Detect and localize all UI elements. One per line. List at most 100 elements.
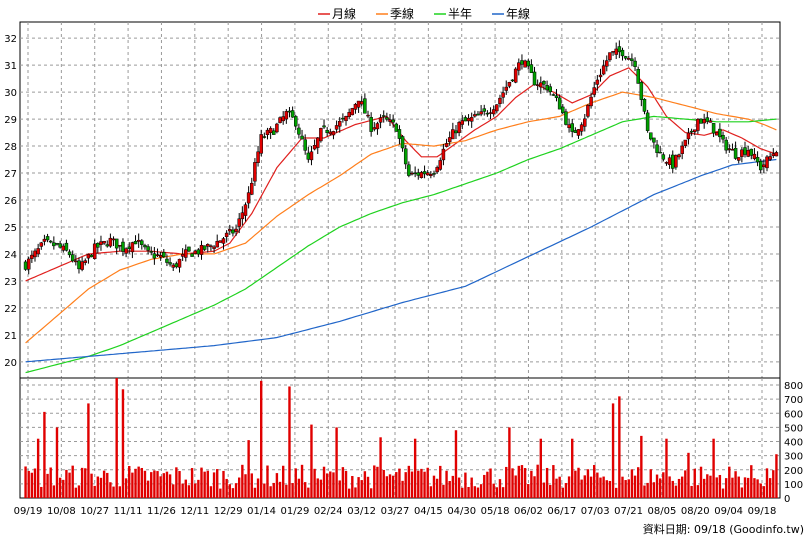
volume-bar [731, 477, 734, 498]
candle-body [714, 132, 719, 136]
volume-bar [574, 470, 577, 498]
price-tick-5: 25 [4, 223, 17, 234]
volume-bar [407, 465, 411, 498]
candle-body [275, 123, 279, 133]
volume-bar [272, 482, 275, 498]
volume-bar [96, 476, 100, 498]
candle-body [30, 254, 34, 259]
volume-tick-0: 0 [784, 494, 790, 505]
volume-bar [715, 477, 718, 498]
volume-bar [266, 465, 269, 498]
volume-bar [354, 487, 357, 498]
candle-body [630, 58, 634, 61]
candle-body [42, 238, 47, 242]
volume-bar [291, 483, 294, 498]
candle-body [209, 245, 213, 248]
candle-body [83, 260, 88, 263]
candle-body [309, 151, 314, 161]
candle-body [328, 131, 333, 135]
volume-bar [225, 478, 228, 498]
candle-body [312, 145, 317, 150]
candle-body [561, 106, 565, 113]
volume-bar [36, 438, 40, 498]
candle-body [523, 60, 527, 68]
date-tick-18: 07/21 [614, 506, 643, 517]
date-tick-9: 02/24 [314, 506, 343, 517]
candle-body [674, 155, 678, 168]
volume-bar [131, 472, 134, 498]
volume-bar [470, 477, 473, 498]
volume-bar [702, 478, 706, 498]
volume-panel: 0 100 200 300 400 500 600 700 800 [19, 377, 803, 505]
volume-bar [439, 465, 442, 498]
volume-bar [310, 424, 313, 498]
volume-tick-8: 800 [784, 381, 803, 392]
candle-body [711, 123, 716, 134]
candle-body [375, 123, 380, 130]
candle-body [127, 246, 131, 249]
candle-body [215, 241, 219, 248]
candle-body [121, 241, 125, 252]
candle-body [743, 147, 747, 155]
price-axis: 20 21 22 23 24 25 26 27 28 29 30 31 32 [4, 34, 17, 369]
volume-bar [734, 471, 737, 498]
price-tick-6: 26 [4, 196, 17, 207]
candle-body [344, 115, 348, 122]
volume-bar [662, 472, 665, 498]
candle-body [586, 104, 590, 117]
candle-body [429, 174, 433, 176]
volume-bar [611, 403, 615, 498]
volume-tick-4: 400 [784, 438, 803, 449]
price-tick-3: 23 [4, 277, 17, 288]
candle-body [598, 74, 603, 78]
candle-body [485, 112, 490, 115]
volume-bar [55, 427, 59, 498]
volume-bar [706, 474, 709, 498]
candle-body [287, 110, 292, 113]
date-tick-13: 04/30 [447, 506, 476, 517]
volume-bar [643, 485, 646, 498]
date-tick-21: 09/04 [714, 506, 743, 517]
volume-bar [545, 467, 549, 498]
candle-body [416, 172, 421, 176]
volume-bar [737, 476, 740, 498]
volume-bar [765, 468, 769, 498]
legend-label-2: 半年 [448, 7, 472, 21]
candle-body [740, 149, 744, 157]
volume-bar [558, 476, 561, 498]
volume-bar [461, 487, 464, 498]
volume-bar [615, 487, 618, 498]
candle-body [99, 241, 103, 245]
candle-body [551, 94, 556, 96]
volume-bar [357, 477, 360, 498]
price-tick-8: 28 [4, 142, 17, 153]
ma-line-2 [25, 115, 777, 374]
candle-body [661, 154, 666, 160]
candle-body [708, 120, 713, 123]
volume-bar [520, 465, 524, 498]
volume-bar [684, 470, 687, 498]
candle-body [224, 232, 229, 238]
volume-bar [602, 476, 605, 498]
candle-body [378, 117, 383, 123]
candle-body [184, 249, 188, 258]
candle-body [262, 136, 267, 138]
candle-body [608, 52, 612, 61]
volume-bar [750, 465, 753, 498]
candle-body [250, 182, 254, 195]
candle-body [595, 79, 600, 85]
volume-bar [281, 465, 285, 498]
candle-body [397, 129, 402, 139]
candle-body [52, 242, 56, 247]
volume-bar [379, 437, 382, 498]
candle-body [510, 79, 515, 82]
volume-bar [580, 479, 583, 498]
volume-bar [586, 469, 590, 498]
volume-bar [294, 468, 297, 498]
volume-bar [718, 474, 722, 498]
volume-bar [27, 470, 30, 498]
candle-body [61, 245, 66, 251]
candle-body [388, 119, 392, 122]
volume-tick-2: 200 [784, 466, 803, 477]
candle-body [677, 154, 681, 158]
